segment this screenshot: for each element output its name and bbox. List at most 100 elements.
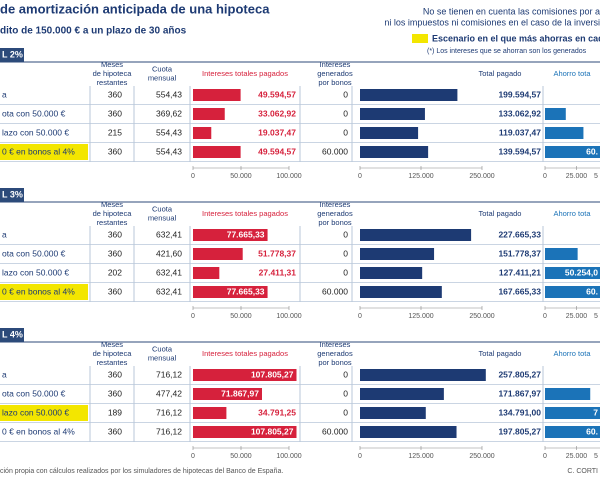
column-header: Meses — [101, 340, 123, 349]
column-header: Cuota — [152, 344, 173, 353]
payment: 421,60 — [156, 248, 182, 258]
column-header: Meses — [101, 200, 123, 209]
interest-bar — [193, 229, 268, 241]
row-name: lazo con 50.000 € — [2, 407, 69, 417]
tick-label: 25.000 — [566, 173, 588, 180]
payment: 716,12 — [156, 369, 182, 379]
months: 360 — [108, 248, 122, 258]
savings-bar — [545, 108, 566, 120]
total-label: 139.594,57 — [498, 146, 541, 156]
highlight — [0, 284, 88, 300]
bonds: 0 — [343, 388, 348, 398]
tick-label: 5 — [594, 453, 598, 460]
interest-label: 19.037,47 — [258, 127, 296, 137]
total-label: 134.791,00 — [498, 407, 541, 417]
subtitle: dito de 150.000 € a un plazo de 30 años — [0, 26, 187, 37]
interest-label: 107.805,27 — [251, 426, 294, 436]
total-bar — [360, 407, 426, 419]
legend-swatch — [412, 34, 428, 43]
bonds: 0 — [343, 369, 348, 379]
months: 360 — [108, 146, 122, 156]
bonds: 0 — [343, 127, 348, 137]
tick-label: 50.000 — [230, 173, 252, 180]
tick-label: 0 — [543, 313, 547, 320]
column-header: Intereses totales pagados — [202, 209, 288, 218]
column-header: restantes — [97, 78, 128, 87]
total-label: 133.062,92 — [498, 108, 541, 118]
column-header: por bonos — [318, 78, 352, 87]
highlight — [0, 144, 88, 160]
months: 189 — [108, 407, 122, 417]
interest-bar — [193, 407, 227, 419]
payment: 554,43 — [156, 89, 182, 99]
tick-label: 0 — [358, 453, 362, 460]
interest-label: 27.411,31 — [259, 267, 297, 277]
total-label: 171.867,97 — [498, 388, 541, 398]
total-label: 151.778,37 — [498, 248, 541, 258]
credit: C. CORTI — [567, 468, 598, 475]
total-label: 199.594,57 — [498, 89, 541, 99]
highlight — [0, 405, 88, 421]
months: 360 — [108, 286, 122, 296]
tick-label: 0 — [543, 173, 547, 180]
row-name: 0 € en bonos al 4% — [2, 286, 75, 296]
payment: 632,41 — [156, 286, 182, 296]
interest-label: 71.867,97 — [221, 388, 259, 398]
savings-bar — [545, 127, 584, 139]
total-label: 127.411,21 — [499, 267, 541, 277]
column-header: generados — [317, 349, 353, 358]
column-header: mensual — [148, 213, 177, 222]
panel-label-bg — [0, 188, 24, 202]
row-name: a — [2, 89, 7, 99]
total-label: 257.805,27 — [498, 369, 541, 379]
payment: 369,62 — [156, 108, 182, 118]
tick-label: 0 — [191, 453, 195, 460]
bonds: 60.000 — [322, 426, 348, 436]
column-header: Total pagado — [479, 69, 522, 78]
column-header: de hipoteca — [93, 69, 133, 78]
tick-label: 250.000 — [469, 173, 494, 180]
row-name: a — [2, 369, 7, 379]
interest-bar — [193, 146, 241, 158]
interest-label: 34.791,25 — [258, 407, 296, 417]
tick-label: 250.000 — [469, 453, 494, 460]
row-name: ota con 50.000 € — [2, 248, 66, 258]
column-header: Intereses totales pagados — [202, 69, 288, 78]
tick-label: 25.000 — [566, 453, 588, 460]
column-header: Ahorro tota — [553, 349, 591, 358]
bonds: 0 — [343, 407, 348, 417]
column-header: Meses — [101, 60, 123, 69]
total-bar — [360, 127, 419, 139]
column-header: Total pagado — [479, 209, 522, 218]
tick-label: 50.000 — [230, 453, 252, 460]
panel-label-bg — [0, 48, 24, 62]
note: No se tienen en cuenta las comisiones po… — [423, 6, 600, 16]
column-header: mensual — [148, 73, 177, 82]
tick-label: 250.000 — [469, 313, 494, 320]
tick-label: 125.000 — [408, 453, 433, 460]
savings-label: 50.254,0 — [565, 267, 598, 277]
total-bar — [360, 267, 423, 279]
column-header: de hipoteca — [93, 209, 133, 218]
panel-label: L 3% — [2, 189, 23, 199]
months: 215 — [108, 127, 122, 137]
interest-bar — [193, 286, 268, 298]
months: 360 — [108, 108, 122, 118]
total-bar — [360, 369, 486, 381]
interest-label: 33.062,92 — [258, 108, 296, 118]
tick-label: 5 — [594, 173, 598, 180]
tick-label: 0 — [191, 173, 195, 180]
interest-bar — [193, 369, 297, 381]
payment: 477,42 — [156, 388, 182, 398]
interest-bar — [193, 426, 297, 438]
legend: Escenario en el que más ahorras en cad — [432, 33, 600, 43]
title: de amortización anticipada de una hipote… — [0, 1, 270, 16]
months: 360 — [108, 369, 122, 379]
row-name: lazo con 50.000 € — [2, 127, 69, 137]
column-header: Intereses — [320, 340, 351, 349]
savings-label: 60. — [586, 146, 598, 156]
total-bar — [360, 229, 472, 241]
interest-label: 49.594,57 — [258, 89, 296, 99]
payment: 716,12 — [156, 407, 182, 417]
bonds: 60.000 — [322, 146, 348, 156]
